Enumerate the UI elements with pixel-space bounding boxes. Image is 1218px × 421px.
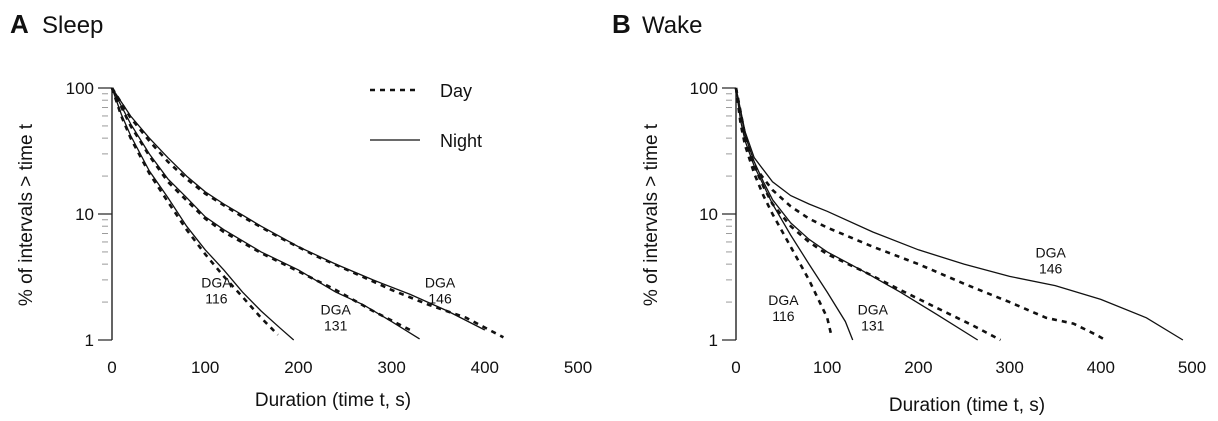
curve-label-line2: 116 [205,291,228,307]
x-tick-label: 100 [191,358,219,377]
curve-label-line1: DGA [321,301,352,317]
curve-label-line2: 146 [428,291,452,307]
x-tick-label: 500 [1178,358,1206,377]
panel-title: Sleep [42,12,103,39]
panel-letter: A [10,9,29,39]
y-tick-label: 100 [690,79,718,98]
y-tick-label: 100 [66,79,94,98]
x-tick-label: 300 [377,358,405,377]
curve-label-line1: DGA [1035,245,1066,261]
y-tick-label: 1 [85,331,94,350]
x-axis-label: Duration (time t, s) [889,395,1045,416]
curve-label-line2: 116 [772,308,795,324]
y-axis-label: % of intervals > time t [16,123,37,306]
series-dga-146-night [111,87,486,331]
x-tick-label: 200 [284,358,312,377]
curve-label-line1: DGA [768,292,799,308]
x-tick-label: 100 [813,358,841,377]
x-tick-label: 200 [904,358,932,377]
y-tick-label: 10 [699,205,718,224]
series-dga-116-day [734,87,834,338]
series-dga-116-night [111,87,295,341]
series-dga-146-day [734,87,1107,342]
y-tick-label: 1 [709,331,718,350]
curve-label-line2: 131 [861,317,885,333]
x-tick-label: 0 [731,358,740,377]
x-tick-label: 0 [107,358,116,377]
x-axis-label: Duration (time t, s) [255,390,411,411]
curve-label-line1: DGA [858,301,889,317]
y-axis-label: % of intervals > time t [641,123,662,306]
legend-night-label: Night [440,131,482,151]
curve-label-line1: DGA [201,275,232,291]
series-dga-146-night [735,87,1184,341]
curve-label-line2: 146 [1039,261,1063,277]
series-dga-116-day [110,87,279,336]
curve-label-line1: DGA [425,275,456,291]
series-dga-131-day [110,87,411,332]
x-tick-label: 400 [1087,358,1115,377]
y-tick-label: 10 [75,205,94,224]
legend: Day Night [370,81,482,151]
curve-label-line2: 131 [324,317,348,333]
x-tick-label: 400 [471,358,499,377]
panel-title: Wake [642,12,702,39]
series-dga-131-night [111,87,420,340]
panel-letter: B [612,9,631,39]
x-tick-label: 300 [995,358,1023,377]
legend-day-label: Day [440,81,472,101]
x-tick-label: 500 [564,358,592,377]
